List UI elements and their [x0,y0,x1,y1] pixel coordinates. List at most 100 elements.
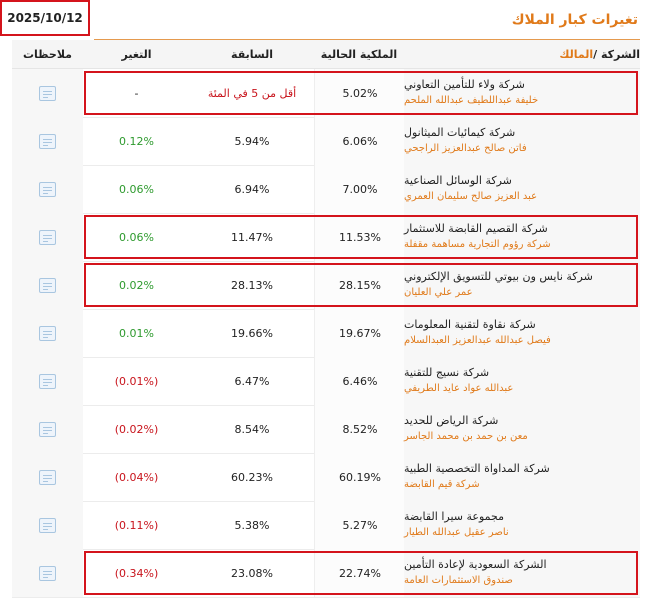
table-row[interactable]: (0.01%) 6.47% 6.46% شركة نسيج للتقنية عبدالل… [12,357,640,406]
previous-ownership: 8.54% [234,422,270,436]
table-row[interactable]: (0.11%) 5.38% 5.27% مجموعة سيرا القابضة ناصر… [12,501,640,550]
header-company: الشركة / [593,47,640,61]
owner-name[interactable]: معن بن حمد بن محمد الجاسر [404,431,528,442]
change-value: 0.02% [119,278,154,292]
table-row[interactable]: 0.06% 6.94% 7.00% شركة الوسائل الصناعية عبد … [12,165,640,214]
table-row[interactable]: 0.02% 28.13% 28.15% شركة نايس ون بيوتي للتس… [12,261,640,310]
company-name[interactable]: شركة المداواة التخصصية الطبية [404,462,550,475]
company-name[interactable]: الشركة السعودية لإعادة التأمين [404,558,547,571]
header-notes: ملاحظات [23,47,72,61]
table-row[interactable]: (0.02%) 8.54% 8.52% شركة الرياض للحديد معن ب… [12,405,640,454]
company-cell: الشركة السعودية لإعادة التأمين صندوق الاس… [404,549,640,597]
company-name[interactable]: شركة نقاوة لتقنية المعلومات [404,318,536,331]
previous-ownership: 60.23% [231,470,273,484]
table-row[interactable]: (0.34%) 23.08% 22.74% الشركة السعودية لإعاد… [12,549,640,598]
company-cell: شركة الرياض للحديد معن بن حمد بن محمد الج… [404,405,640,453]
company-cell: مجموعة سيرا القابضة ناصر عقيل عبدالله الط… [404,501,640,549]
company-name[interactable]: شركة نسيج للتقنية [404,366,490,379]
change-value: 0.12% [119,134,154,148]
owner-name[interactable]: عمر علي العليان [404,287,473,298]
owner-name[interactable]: فيصل عبدالله عبدالعزيز العبدالسلام [404,335,551,346]
owner-name[interactable]: شركة قيم القابضة [404,479,480,490]
note-icon[interactable] [39,85,56,101]
current-ownership: 28.15% [314,261,406,309]
owner-name[interactable]: شركة رؤوم التجارية مساهمة مقفلة [404,239,551,250]
company-name[interactable]: مجموعة سيرا القابضة [404,510,504,523]
note-icon[interactable] [39,133,56,149]
table-row[interactable]: (0.04%) 60.23% 60.19% شركة المداواة التخصصي… [12,453,640,502]
note-icon[interactable] [39,229,56,245]
current-ownership: 19.67% [314,309,406,357]
header-previous[interactable]: السابقة [231,47,273,61]
header-change[interactable]: التغير [121,47,152,61]
previous-ownership: 23.08% [231,566,273,580]
notes-cell [12,117,83,165]
table-row[interactable]: 0.01% 19.66% 19.67% شركة نقاوة لتقنية المعل… [12,309,640,358]
current-ownership: 22.74% [314,549,406,597]
change-value: 0.06% [119,182,154,196]
notes-cell [12,501,83,549]
current-ownership: 11.53% [314,213,406,261]
previous-ownership: 11.47% [231,230,273,244]
table-row[interactable]: - أقل من 5 في المئة 5.02% شركة ولاء للتأمين… [12,69,640,118]
note-icon[interactable] [39,181,56,197]
company-cell: شركة كيمائيات الميثانول فاتن صالح عبدالعز… [404,117,640,165]
owner-name[interactable]: صندوق الاستثمارات العامة [404,575,513,586]
previous-ownership: 5.94% [234,134,270,148]
company-cell: شركة نسيج للتقنية عبدالله عواد عايد الطري… [404,357,640,405]
page-title: تغيرات كبار الملاك [511,12,638,28]
header-current[interactable]: الملكية الحالية [320,47,398,61]
table-header: ملاحظات التغير السابقة الملكية الحالية ا… [12,40,640,69]
current-ownership: 5.27% [314,501,406,549]
company-name[interactable]: شركة نايس ون بيوتي للتسويق الإلكتروني [404,270,593,283]
note-icon[interactable] [39,277,56,293]
table-row[interactable]: 0.12% 5.94% 6.06% شركة كيمائيات الميثانول فا… [12,117,640,166]
notes-cell [12,453,83,501]
note-icon[interactable] [39,421,56,437]
notes-cell [12,69,83,117]
change-value: (0.34%) [114,566,159,580]
previous-ownership: أقل من 5 في المئة [207,86,297,100]
company-cell: شركة القصيم القابضة للاستثمار شركة رؤوم ا… [404,213,640,261]
owner-name[interactable]: ناصر عقيل عبدالله الطيار [404,527,509,538]
change-value: 0.01% [119,326,154,340]
company-cell: شركة الوسائل الصناعية عبد العزيز صالح سلي… [404,165,640,213]
company-cell: شركة المداواة التخصصية الطبية شركة قيم ال… [404,453,640,501]
notes-cell [12,357,83,405]
company-name[interactable]: شركة الوسائل الصناعية [404,174,512,187]
header-owner: المالك [559,47,594,61]
owner-name[interactable]: فاتن صالح عبدالعزيز الراجحي [404,143,527,154]
owner-name[interactable]: عبدالله عواد عايد الطريفي [404,383,514,394]
header-company-owner[interactable]: الشركة / المالك [404,40,648,68]
current-ownership: 60.19% [314,453,406,501]
owner-name[interactable]: عبد العزيز صالح سليمان العمري [404,191,538,202]
owner-name[interactable]: خليفة عبداللطيف عبدالله الملحم [404,95,539,106]
change-value: 0.06% [119,230,154,244]
current-ownership: 6.06% [314,117,406,165]
note-icon[interactable] [39,325,56,341]
previous-ownership: 6.47% [234,374,270,388]
company-cell: شركة ولاء للتأمين التعاوني خليفة عبداللطي… [404,69,640,117]
notes-cell [12,549,83,597]
title-divider [94,39,640,40]
previous-ownership: 28.13% [231,278,273,292]
company-name[interactable]: شركة ولاء للتأمين التعاوني [404,78,525,91]
note-icon[interactable] [39,469,56,485]
notes-cell [12,309,83,357]
previous-ownership: 19.66% [231,326,273,340]
notes-cell [12,261,83,309]
previous-ownership: 6.94% [234,182,270,196]
current-ownership: 8.52% [314,405,406,453]
note-icon[interactable] [39,565,56,581]
previous-ownership: 5.38% [234,518,270,532]
company-name[interactable]: شركة القصيم القابضة للاستثمار [404,222,548,235]
change-value: - [134,86,139,100]
table-row[interactable]: 0.06% 11.47% 11.53% شركة القصيم القابضة للا… [12,213,640,262]
notes-cell [12,405,83,453]
note-icon[interactable] [39,373,56,389]
company-name[interactable]: شركة الرياض للحديد [404,414,499,427]
note-icon[interactable] [39,517,56,533]
current-ownership: 7.00% [314,165,406,213]
company-name[interactable]: شركة كيمائيات الميثانول [404,126,516,139]
